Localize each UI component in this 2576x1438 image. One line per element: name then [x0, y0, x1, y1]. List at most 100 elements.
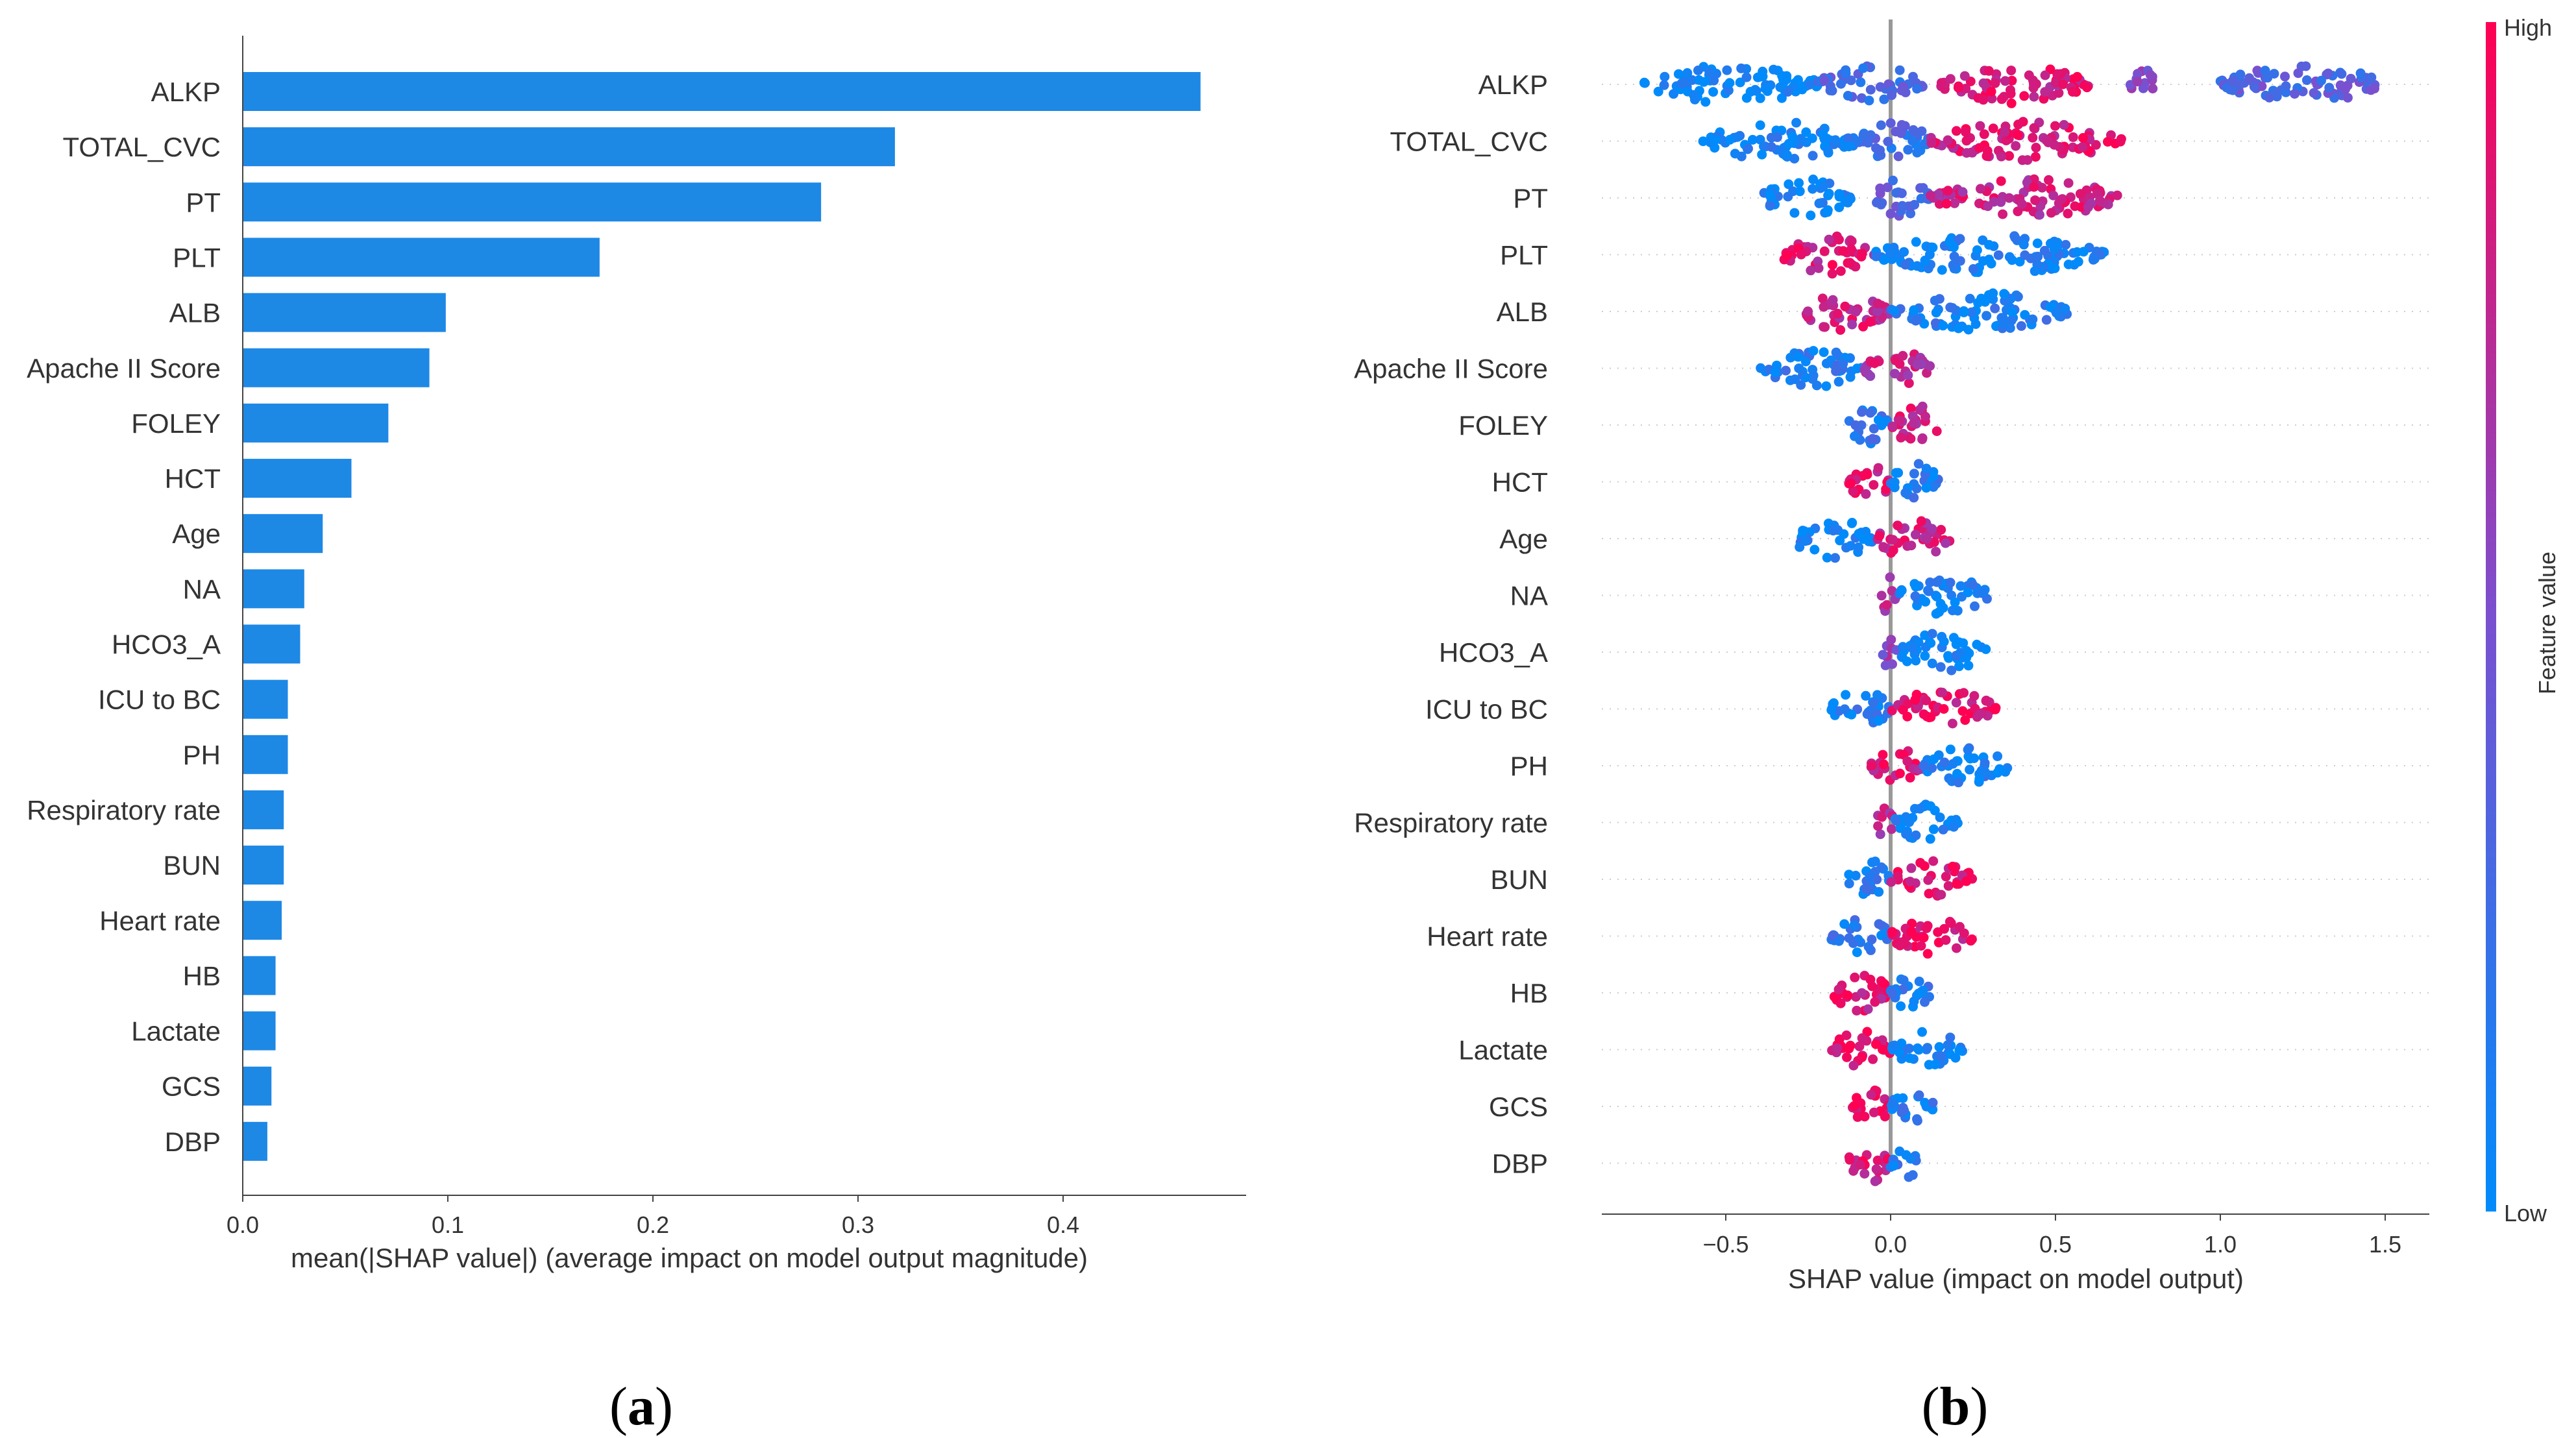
shap-point [2043, 138, 2054, 147]
shap-point [1943, 186, 1953, 196]
shap-point [1959, 688, 1969, 698]
feature-labels: ALKP TOTAL_CVC PT PLT ALB Apache II Score FOLE… [1354, 69, 1548, 1179]
shap-point [2035, 210, 2044, 220]
shap-point [2004, 151, 2015, 161]
shap-point [1925, 801, 1935, 811]
bar-apache-ii-score [243, 348, 430, 387]
bar-alkp [243, 72, 1201, 111]
shap-point [1888, 175, 1898, 186]
shap-point [1843, 990, 1853, 1001]
category-label: HCT [165, 463, 221, 494]
x-tick-label: −0.5 [1702, 1231, 1748, 1258]
shap-point [1794, 178, 1804, 188]
shap-point [1998, 313, 2008, 323]
shap-point [1758, 71, 1768, 82]
shap-point [1913, 459, 1924, 469]
shap-point [1937, 687, 1948, 698]
shap-point [1878, 1044, 1887, 1054]
shap-point [2018, 239, 2029, 250]
shap-point [2007, 307, 2017, 317]
shap-point [1963, 661, 1974, 671]
shap-point [1912, 360, 1922, 370]
shap-point [2132, 77, 2142, 87]
shap-point [2009, 231, 2020, 241]
colorbar: High Low Feature value [2486, 14, 2560, 1226]
shap-point [1747, 134, 1758, 145]
colorbar-gradient [2486, 22, 2496, 1212]
shap-point [2046, 208, 2056, 218]
shap-point [1782, 74, 1791, 84]
shap-point [1950, 198, 1959, 208]
shap-point [1920, 1097, 1930, 1108]
shap-point [1904, 817, 1915, 827]
shap-point [2030, 152, 2041, 162]
shap-point [1878, 749, 1888, 760]
shap-point [1872, 299, 1883, 309]
shap-point [1921, 483, 1932, 493]
shap-point [2029, 91, 2039, 102]
shap-point [2057, 194, 2067, 204]
shap-point [1867, 433, 1878, 444]
shap-point [1807, 133, 1817, 143]
shap-point [1659, 80, 1669, 90]
shap-point [1909, 200, 1920, 210]
shap-point [1846, 244, 1856, 254]
feature-label: Age [1499, 524, 1548, 554]
shap-point [1862, 709, 1872, 719]
panel-b-beeswarm: ALKP TOTAL_CVC PT PLT ALB Apache II Score FOLE… [1354, 14, 2560, 1294]
shap-point [1791, 117, 1802, 128]
shap-point [1960, 715, 1970, 725]
shap-point [2340, 84, 2350, 94]
shap-point [2011, 141, 2021, 151]
shap-point [1875, 183, 1885, 193]
shap-point [2004, 193, 2015, 203]
shap-point [1966, 936, 1976, 946]
category-label: PT [186, 187, 221, 217]
shap-point [1961, 136, 1972, 146]
panel-a-label-open: ( [609, 1376, 628, 1437]
shap-point [1828, 526, 1839, 536]
shap-point [1938, 824, 1948, 835]
feature-label: Heart rate [1427, 921, 1548, 952]
category-label: Age [172, 518, 221, 549]
shap-point [1844, 141, 1854, 152]
shap-point [1895, 415, 1905, 425]
shap-point [1978, 256, 1988, 266]
shap-point [1826, 705, 1837, 715]
shap-point [2052, 69, 2063, 79]
shap-point [2019, 91, 2030, 101]
shap-point [2138, 83, 2148, 93]
shap-point [1908, 71, 1918, 82]
x-tick-label: 1.0 [2204, 1231, 2237, 1258]
x-tick-label: 0.0 [1874, 1231, 1907, 1258]
shap-point [1865, 130, 1876, 140]
shap-point [1846, 236, 1857, 247]
shap-point [1996, 94, 2007, 104]
shap-point [1820, 322, 1830, 332]
shap-point [1976, 184, 1985, 194]
x-axis-ticks: −0.5 0.0 0.5 1.0 1.5 [1702, 1214, 2401, 1258]
shap-point [2068, 132, 2078, 142]
shap-point [1857, 988, 1867, 998]
shap-point [1891, 468, 1901, 478]
shap-point [2309, 88, 2319, 98]
feature-label: GCS [1489, 1091, 1548, 1122]
shap-point [2045, 302, 2055, 312]
shap-point [1898, 1103, 1908, 1113]
shap-point [2028, 82, 2039, 93]
shap-point [1951, 698, 1961, 708]
panel-b-letter: b [1940, 1376, 1970, 1437]
shap-point [1741, 72, 1752, 82]
shap-point [1867, 934, 1877, 945]
shap-point [2031, 143, 2041, 152]
shap-point [1885, 572, 1895, 583]
shap-point [2028, 314, 2038, 324]
shap-point [1920, 651, 1930, 661]
shap-point [2346, 73, 2356, 84]
shap-point [1781, 151, 1791, 161]
shap-point [1855, 1160, 1865, 1170]
shap-point [2030, 195, 2041, 206]
bar-na [243, 569, 304, 609]
shap-point [1957, 706, 1968, 716]
feature-label: PH [1510, 751, 1548, 781]
